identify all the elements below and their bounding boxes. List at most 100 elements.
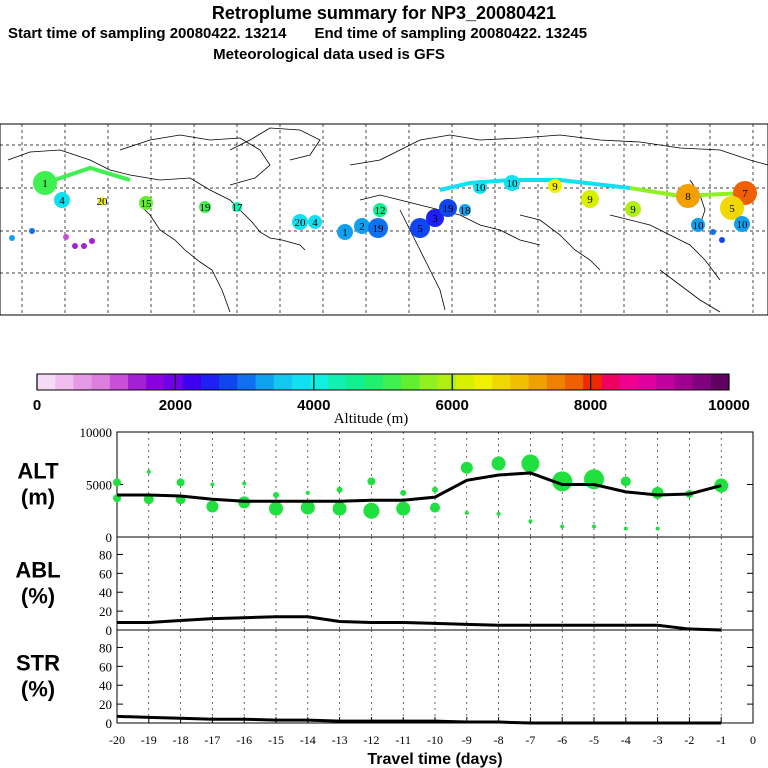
scatter-point [113, 478, 121, 487]
x-tick-label: -5 [589, 733, 599, 747]
plume-marker [676, 184, 700, 208]
colorbar-swatch [55, 374, 74, 390]
panel-label: STR [16, 651, 60, 676]
scatter-point [521, 454, 540, 473]
scatter-point [367, 477, 376, 486]
colorbar-swatch [674, 374, 694, 390]
start-time-label: Start time of sampling 20080422. 13214 [8, 25, 287, 42]
plume-dot [9, 235, 15, 241]
scatter-point [560, 524, 565, 529]
y-tick-label: 40 [99, 678, 112, 693]
colorbar-swatch [637, 374, 657, 390]
plume-label: 18 [460, 205, 472, 217]
plume-marker [98, 197, 106, 205]
y-tick-label: 20 [99, 604, 112, 619]
scatter-point [363, 502, 380, 519]
plume-marker [459, 204, 471, 216]
colorbar-swatch [510, 374, 530, 390]
colorbar-swatch [109, 374, 129, 390]
plume-label: 10 [693, 220, 705, 232]
x-tick-label: -4 [621, 733, 631, 747]
x-tick-label: -8 [494, 733, 504, 747]
scatter-point [464, 510, 469, 515]
colorbar-swatch [656, 374, 675, 390]
colorbar-swatch [273, 374, 293, 390]
scatter-point [651, 486, 664, 499]
plume-marker [473, 180, 487, 194]
scatter-point [460, 461, 473, 474]
coastlines [7, 127, 768, 313]
x-axis-title: Travel time (days) [367, 751, 502, 768]
colorbar-tick-label: 4000 [297, 397, 330, 414]
plume-label: 19 [373, 223, 385, 235]
scatter-point [496, 511, 501, 516]
colorbar-tick-label: 8000 [574, 397, 607, 414]
scatter-point [269, 501, 283, 516]
plume-label: 12 [375, 205, 386, 217]
colorbar-swatch [73, 374, 93, 390]
series-line [117, 615, 722, 632]
scatter-point [336, 486, 343, 493]
x-tick-label: -14 [300, 733, 316, 747]
series-line [117, 471, 722, 503]
colorbar-swatch [619, 374, 639, 390]
colorbar-swatch [346, 374, 366, 390]
altitude-colorbar: 0 2000 4000 6000 8000 10000 [33, 373, 750, 414]
plume-label: 2 [359, 221, 365, 233]
panel-abl: 0 20 40 60 80 ABL(%) [15, 536, 754, 638]
plume-marker [373, 203, 387, 217]
plume-dot [29, 228, 35, 234]
x-tick-label: -20 [109, 733, 125, 747]
plume-dot [72, 243, 78, 249]
x-tick-label: -13 [332, 733, 348, 747]
scatter-point [143, 494, 154, 505]
scatter-point [552, 471, 573, 492]
colorbar-swatch [219, 374, 238, 390]
plume-marker [625, 201, 641, 217]
plume-marker [368, 218, 388, 238]
x-tick-label: -11 [395, 733, 411, 747]
colorbar-swatch [492, 374, 511, 390]
panel-label: ABL [15, 558, 60, 583]
plume-marker [199, 201, 211, 213]
sampling-times: Start time of sampling 20080422. 13214 En… [8, 25, 768, 42]
y-tick-label: 20 [99, 697, 112, 712]
scatter-point [396, 501, 411, 516]
plume-marker [139, 196, 153, 210]
plume-dot [89, 238, 95, 244]
scatter-point [305, 490, 310, 495]
colorbar-swatch [583, 374, 603, 390]
plume-label: 10 [737, 219, 749, 231]
colorbar-swatch [291, 374, 311, 390]
scatter-point [620, 476, 631, 487]
plume-marker [54, 192, 70, 208]
end-time-label: End time of sampling 20080422. 13245 [314, 25, 588, 42]
plume-label: 5 [729, 203, 735, 215]
plume-dot [710, 229, 716, 235]
y-tick-label: 0 [106, 530, 113, 545]
series-line [116, 714, 722, 725]
plume-label: 10 [507, 178, 519, 190]
y-tick-label: 80 [99, 547, 112, 562]
x-tick-label: -15 [268, 733, 284, 747]
plume-label: 9 [587, 194, 593, 206]
scatter-point [206, 500, 219, 513]
plume-marker [308, 215, 322, 229]
plume-marker [354, 218, 370, 234]
y-tick-label: 60 [99, 566, 112, 581]
plume-label: 1 [42, 178, 48, 190]
plume-marker [337, 224, 353, 240]
scatter-point [623, 526, 628, 531]
colorbar-swatch [474, 374, 493, 390]
panel-str: 0 20 40 60 80 STR(%) [16, 629, 754, 731]
colorbar-tick-label: 6000 [436, 397, 469, 414]
colorbar-swatch [255, 374, 275, 390]
colorbar-swatch [455, 374, 475, 390]
panel-label: ALT [17, 459, 59, 484]
map-frame [0, 123, 768, 316]
panel-unit: (%) [21, 584, 55, 609]
x-tick-label: -3 [653, 733, 663, 747]
